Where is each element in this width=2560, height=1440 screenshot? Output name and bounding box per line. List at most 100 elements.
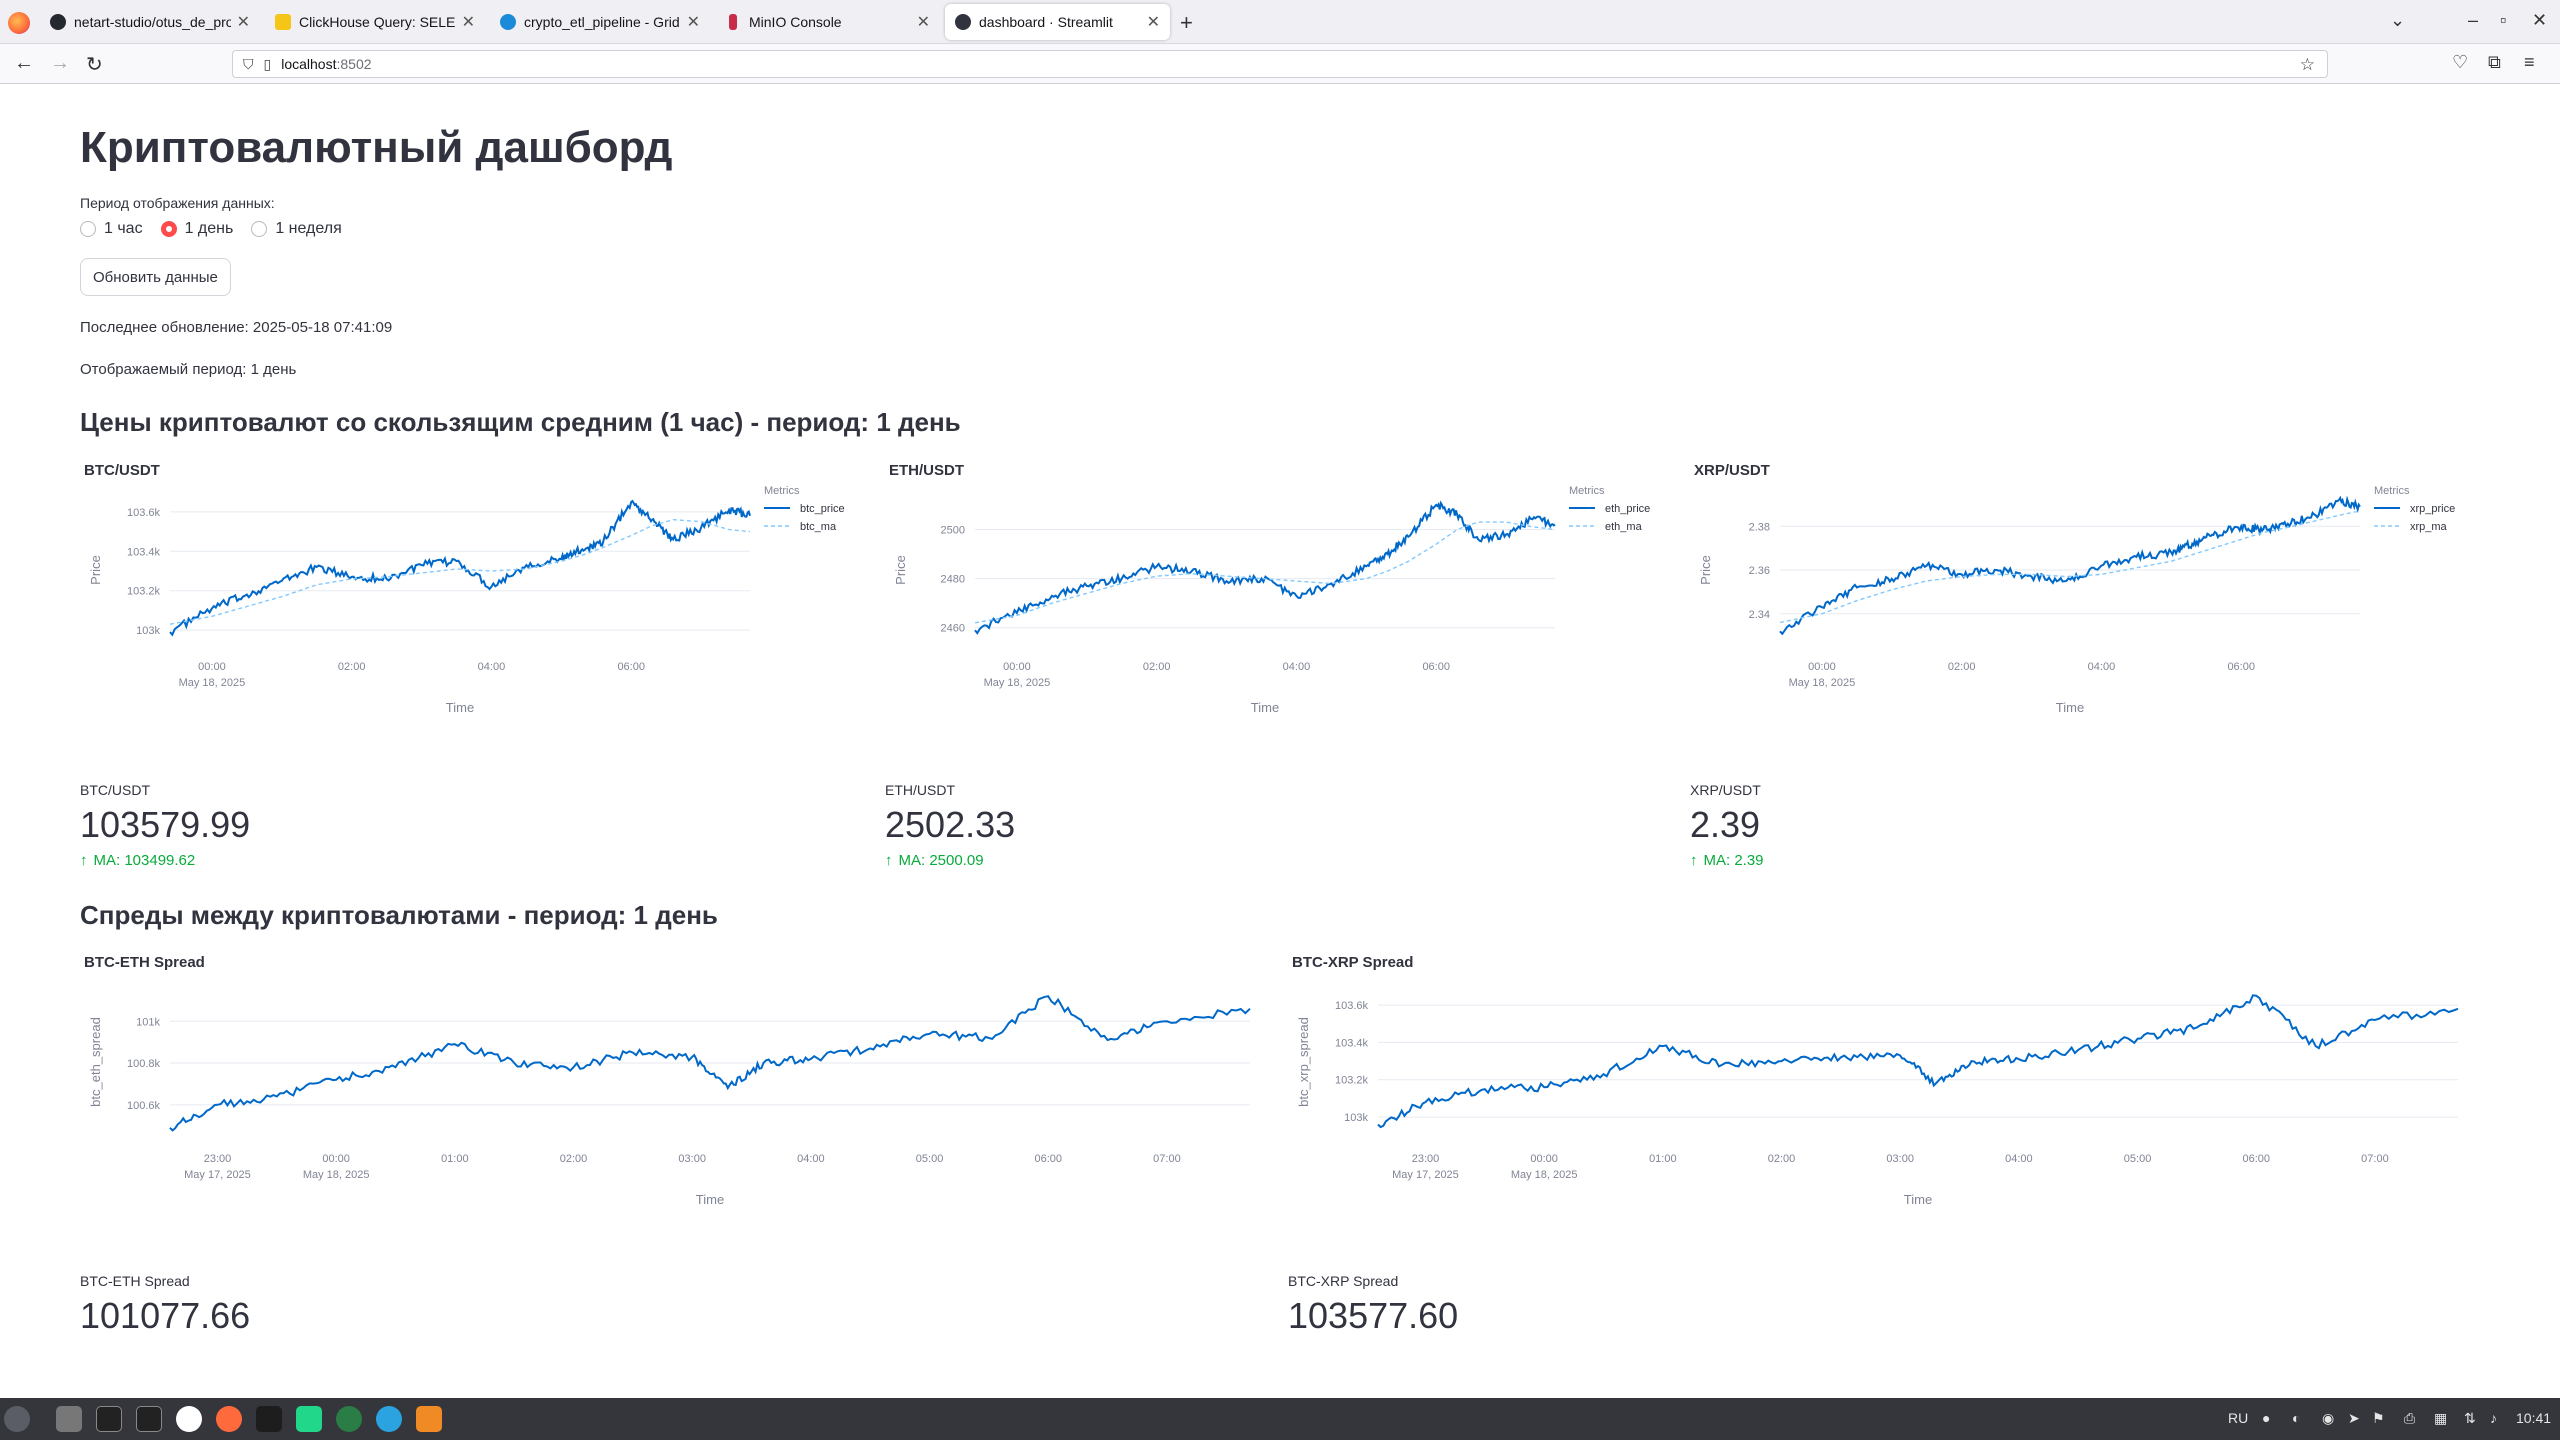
maximize-icon[interactable]: ▫ xyxy=(2500,10,2507,30)
radio-text: 1 день xyxy=(184,220,234,237)
list-tabs-icon[interactable]: ⌄ xyxy=(2390,10,2406,30)
legend-label: btc_price xyxy=(800,503,845,515)
spreads-section-heading: Спреды между криптовалютами - период: 1 … xyxy=(80,900,718,930)
xrp-price-chart[interactable]: XRP/USDT 2.34 2.36 2.38 00:00 02:00 04:00 06:00… xyxy=(1690,455,2470,835)
x-tick-label: 00:00 xyxy=(1003,661,1031,673)
firefox-icon[interactable] xyxy=(8,12,30,34)
url-host: localhost xyxy=(281,56,337,72)
tab-minio[interactable]: MinIO Console ✕ xyxy=(715,4,940,40)
btc-xrp-spread-chart[interactable]: BTC-XRP Spread 103k 103.2k 103.4k 103.6k 23:0… xyxy=(1288,947,2468,1327)
terminal-icon[interactable] xyxy=(96,1406,122,1432)
network-icon[interactable]: ⇅ xyxy=(2464,1410,2476,1426)
close-icon[interactable]: ✕ xyxy=(686,14,700,31)
telegram-icon[interactable] xyxy=(376,1406,402,1432)
radio-circle[interactable] xyxy=(80,221,96,237)
tab-streamlit[interactable]: dashboard · Streamlit ✕ xyxy=(945,4,1170,40)
tab-label: ClickHouse Query: SELECT x.* xyxy=(299,14,456,30)
x-axis-label: Time xyxy=(2056,700,2084,715)
volume-icon[interactable]: ♪ xyxy=(2490,1410,2497,1426)
radio-circle-selected[interactable] xyxy=(160,221,177,237)
series-line-xrp_price xyxy=(1779,495,2361,636)
y-tick-label: 2.34 xyxy=(1749,609,1770,621)
tab-airflow[interactable]: crypto_etl_pipeline - Grid - Air ✕ xyxy=(490,4,710,40)
radio-circle[interactable] xyxy=(251,221,268,237)
eth-metric: ETH/USDT 2502.33 ↑ MA: 2500.09 xyxy=(885,782,1015,869)
x-tick-label: 06:00 xyxy=(2242,1153,2270,1165)
x-tick-label: 03:00 xyxy=(678,1153,706,1165)
radio-option-day[interactable]: 1 день xyxy=(160,220,234,238)
metric-label: BTC/USDT xyxy=(80,782,150,798)
page-icon[interactable]: ▯ xyxy=(263,55,272,72)
bookmark-star-icon[interactable]: ☆ xyxy=(2299,55,2315,74)
forward-icon[interactable]: → xyxy=(50,52,70,74)
start-menu-icon[interactable] xyxy=(4,1406,30,1432)
period-radio-group: 1 час 1 день 1 неделя xyxy=(80,220,342,238)
vscode-icon[interactable] xyxy=(256,1406,282,1432)
pocket-icon[interactable]: ♡ xyxy=(2452,52,2469,72)
globe-tray-icon[interactable]: ◉ xyxy=(2322,1410,2335,1426)
menu-icon[interactable]: ≡ xyxy=(2524,52,2535,72)
series-line-eth_ma xyxy=(974,521,1556,624)
x-axis-label: Time xyxy=(446,700,474,715)
telegram-tray-icon[interactable]: ➤ xyxy=(2348,1410,2360,1426)
back-icon[interactable]: ← xyxy=(14,52,34,74)
document-viewer-icon[interactable] xyxy=(416,1406,442,1432)
x-tick-label: 01:00 xyxy=(441,1153,469,1165)
clock: 10:41 xyxy=(2516,1410,2552,1426)
radio-option-hour[interactable]: 1 час xyxy=(80,220,143,238)
metric-delta: ↑ MA: 103499.62 xyxy=(80,852,250,869)
period-radio-label: Период отображения данных: xyxy=(80,195,275,211)
yandex-tray-icon[interactable]: ● xyxy=(2262,1410,2271,1426)
btc-eth-spread-chart[interactable]: BTC-ETH Spread 100.6k 100.8k 101k 23:00 00:00… xyxy=(80,947,1260,1327)
tab-github[interactable]: netart-studio/otus_de_project ✕ xyxy=(40,4,260,40)
x-tick-label: 04:00 xyxy=(797,1153,825,1165)
firefox-taskbar-icon[interactable] xyxy=(216,1406,242,1432)
legend-label: eth_price xyxy=(1605,503,1650,515)
btc-eth-spread-metric: BTC-ETH Spread 101077.66 xyxy=(80,1273,250,1337)
url-port: :8502 xyxy=(336,56,372,72)
notifications-icon[interactable]: ⚑ xyxy=(2372,1410,2385,1426)
refresh-data-button[interactable]: Обновить данные xyxy=(80,258,231,296)
metric-value: 101077.66 xyxy=(80,1295,251,1336)
x-date-label: May 18, 2025 xyxy=(984,677,1051,689)
x-tick-label: 02:00 xyxy=(1948,661,1976,673)
radio-option-week[interactable]: 1 неделя xyxy=(251,220,342,238)
tab-label: netart-studio/otus_de_project xyxy=(74,14,231,30)
tab-clickhouse[interactable]: ClickHouse Query: SELECT x.* ✕ xyxy=(265,4,485,40)
close-icon[interactable]: ✕ xyxy=(1146,14,1160,31)
night-mode-icon[interactable]: ◐ xyxy=(2292,1410,2301,1426)
pycharm-icon[interactable] xyxy=(296,1406,322,1432)
keyboard-layout[interactable]: RU xyxy=(2228,1410,2249,1426)
tab-label: MinIO Console xyxy=(749,14,842,30)
printer-icon[interactable]: ⎙ xyxy=(2404,1410,2416,1426)
y-tick-label: 2.38 xyxy=(1749,521,1770,533)
reload-icon[interactable]: ↻ xyxy=(86,54,103,76)
page-title: Криптовалютный дашборд xyxy=(80,123,673,172)
metric-delta-text: MA: 103499.62 xyxy=(93,852,196,869)
globe-icon[interactable] xyxy=(336,1406,362,1432)
x-tick-label: 04:00 xyxy=(1283,661,1311,673)
url-bar[interactable]: ⛉ ▯ localhost:8502 ☆ xyxy=(232,50,2328,78)
files-icon[interactable] xyxy=(56,1406,82,1432)
terminal-icon[interactable] xyxy=(136,1406,162,1432)
y-axis-label: Price xyxy=(88,555,103,585)
btc-price-chart[interactable]: BTC/USDT 103k 103.2k 103.4k 103.6k 00:00 02:00… xyxy=(80,455,860,835)
close-icon[interactable]: ✕ xyxy=(236,14,250,31)
legend-title: Metrics xyxy=(1569,485,1605,497)
window-close-icon[interactable]: ✕ xyxy=(2532,10,2548,30)
series-line-btc_eth_spread xyxy=(169,995,1251,1132)
x-tick-label: 02:00 xyxy=(338,661,366,673)
y-axis-label: btc_xrp_spread xyxy=(1296,1017,1311,1107)
airflow-icon xyxy=(500,14,516,30)
new-tab-icon[interactable]: + xyxy=(1180,10,1193,35)
eth-price-chart[interactable]: ETH/USDT 2460 2480 2500 00:00 02:00 04:00 06:00… xyxy=(885,455,1665,835)
us-flag-icon[interactable]: ▦ xyxy=(2434,1410,2448,1426)
yandex-browser-icon[interactable] xyxy=(176,1406,202,1432)
extensions-icon[interactable]: ⧉ xyxy=(2488,52,2501,72)
series-line-btc_price xyxy=(169,499,751,637)
minimize-icon[interactable]: – xyxy=(2468,10,2479,30)
close-icon[interactable]: ✕ xyxy=(461,14,475,31)
close-icon[interactable]: ✕ xyxy=(916,14,930,31)
x-tick-label: 00:00 xyxy=(322,1153,350,1165)
shield-icon[interactable]: ⛉ xyxy=(243,55,254,72)
